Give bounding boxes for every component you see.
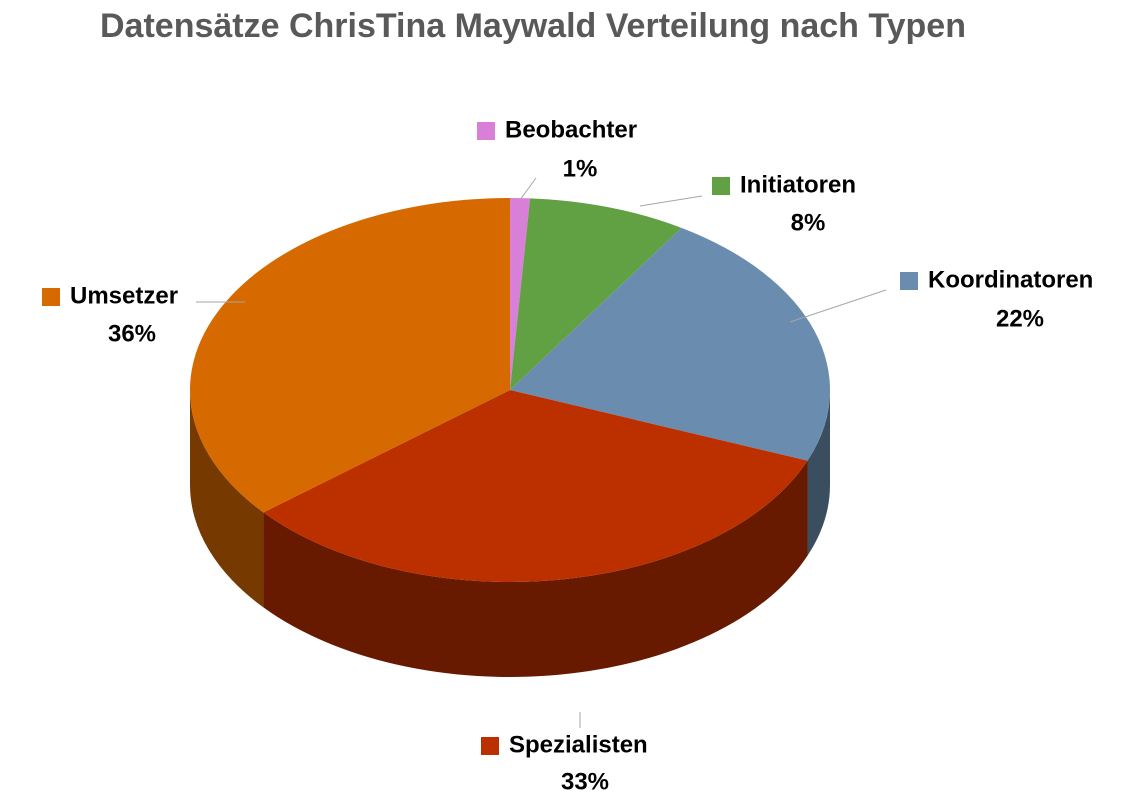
legend-marker — [712, 177, 730, 195]
legend-marker — [477, 122, 495, 140]
legend-marker — [900, 272, 918, 290]
slice — [510, 198, 682, 390]
slice-side — [807, 390, 830, 556]
data-label-value: 8% — [791, 209, 826, 236]
data-label-name: Spezialisten — [509, 731, 648, 758]
leader-line — [639, 195, 703, 207]
data-label-value: 33% — [561, 768, 609, 795]
leader-line — [519, 177, 537, 201]
data-label-name: Umsetzer — [70, 282, 178, 309]
data-label-name: Beobachter — [505, 116, 637, 143]
slice — [510, 227, 831, 461]
data-label-name: Koordinatoren — [928, 266, 1093, 293]
slice-side — [190, 390, 264, 608]
slice — [263, 390, 808, 583]
legend-marker — [42, 288, 60, 306]
legend-marker — [481, 737, 499, 755]
data-label-value: 22% — [996, 305, 1044, 332]
data-label-name: Initiatoren — [740, 171, 856, 198]
slice — [510, 198, 531, 390]
leader-line — [789, 289, 887, 323]
slice — [189, 198, 510, 513]
data-label-value: 1% — [563, 155, 598, 182]
data-label-value: 36% — [108, 320, 156, 347]
slice-side — [263, 460, 808, 678]
chart-title: Datensätze ChrisTina Maywald Verteilung … — [100, 7, 966, 45]
